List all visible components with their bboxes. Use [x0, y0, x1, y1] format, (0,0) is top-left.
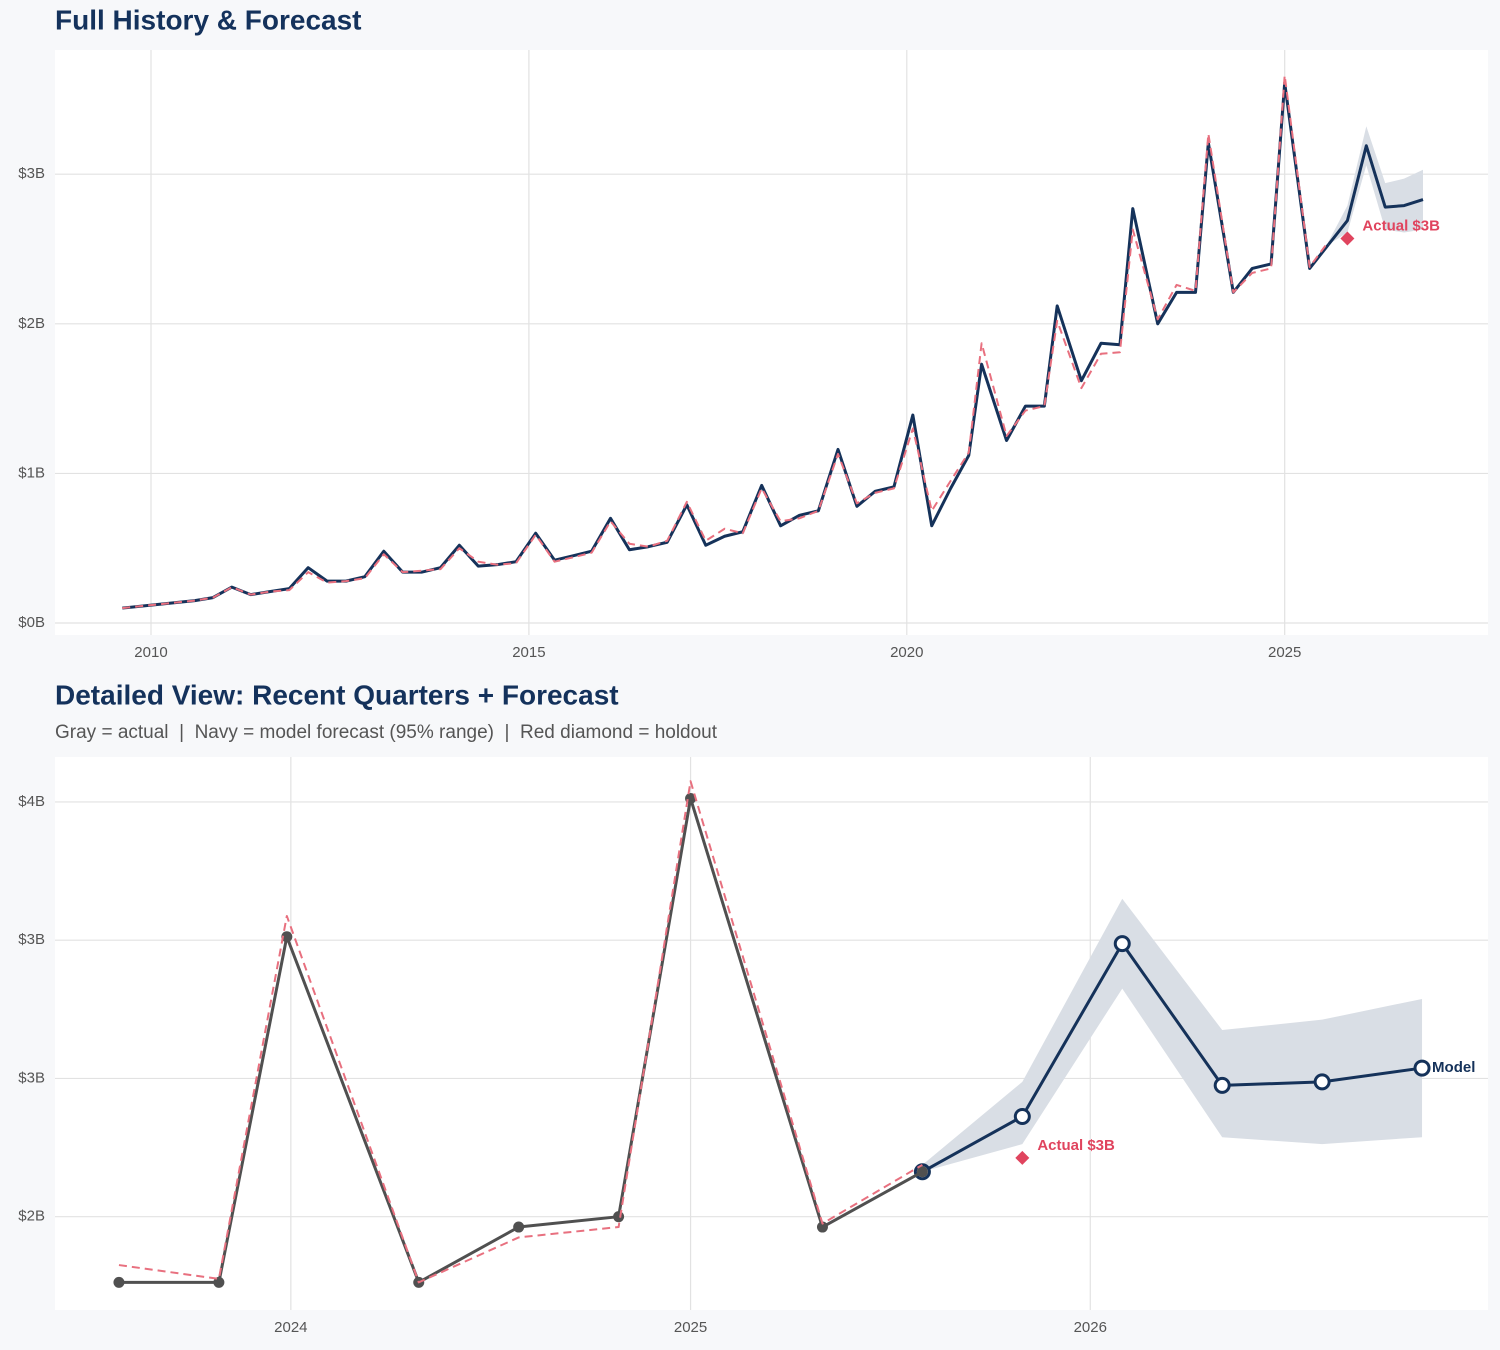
data-point	[213, 1276, 225, 1288]
forecast-band	[922, 898, 1423, 1172]
y-tick-label: $3B	[18, 165, 45, 182]
data-point	[816, 1221, 828, 1233]
holdout-label: Actual $3B	[1037, 1137, 1115, 1154]
fitted-line	[118, 780, 923, 1284]
chart-subtitle: Gray = actual | Navy = model forecast (9…	[55, 722, 718, 743]
fitted-line	[122, 74, 1330, 610]
x-tick-label: 2015	[512, 644, 545, 661]
data-point	[1313, 1073, 1331, 1091]
holdout-marker	[1015, 1150, 1030, 1165]
x-tick-label: 2020	[890, 644, 923, 661]
y-tick-label: $4B	[18, 793, 45, 810]
y-tick-label: $0B	[18, 614, 45, 631]
x-tick-label: 2025	[1268, 644, 1301, 661]
data-point	[1413, 1059, 1431, 1077]
series-line	[921, 942, 1423, 1174]
data-point	[613, 1211, 625, 1223]
forecast-band	[1328, 126, 1424, 245]
y-tick-label: $1B	[18, 464, 45, 481]
data-point	[113, 1276, 125, 1288]
end-label: Model	[1432, 1059, 1475, 1076]
data-point	[1213, 1076, 1231, 1094]
data-point	[281, 931, 293, 943]
y-tick-label: $2B	[18, 1208, 45, 1225]
series-line	[1327, 144, 1424, 246]
holdout-label: Actual $3B	[1362, 217, 1440, 234]
chart-title: Full History & Forecast	[55, 4, 362, 35]
data-point	[1113, 935, 1131, 953]
data-point	[916, 1166, 928, 1178]
y-tick-label: $3B	[18, 931, 45, 948]
plot-panel	[55, 50, 1488, 635]
x-tick-label: 2010	[134, 644, 167, 661]
data-point	[513, 1221, 525, 1233]
holdout-marker	[1340, 231, 1355, 246]
chart-title: Detailed View: Recent Quarters + Forecas…	[55, 679, 619, 710]
x-tick-label: 2025	[674, 1319, 707, 1336]
x-tick-label: 2026	[1074, 1319, 1107, 1336]
y-tick-label: $2B	[18, 315, 45, 332]
x-tick-label: 2024	[274, 1319, 307, 1336]
y-tick-label: $3B	[18, 1069, 45, 1086]
data-point	[1013, 1107, 1031, 1125]
